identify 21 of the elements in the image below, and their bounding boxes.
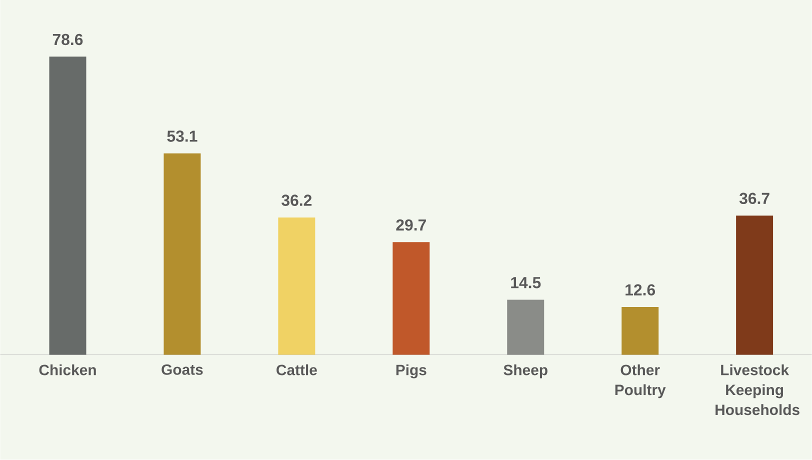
bar (49, 56, 86, 355)
data-label: 36.2 (282, 194, 312, 206)
bar (164, 153, 201, 355)
bar (736, 216, 774, 355)
data-label: 14.5 (511, 277, 541, 288)
bar (507, 300, 544, 355)
x-tick-label: Goats (162, 364, 203, 376)
x-tick-label: Chicken (39, 364, 96, 376)
bar (622, 307, 659, 355)
data-label: 12.6 (626, 284, 656, 296)
x-tick-label: Pigs (396, 364, 426, 378)
x-tick-label: Other Poultry (615, 364, 666, 398)
data-label: 78.6 (52, 34, 83, 46)
x-tick-label: Sheep (504, 364, 548, 378)
data-label: 36.7 (739, 192, 770, 204)
data-label: 53.1 (167, 130, 198, 142)
x-tick-label: Cattle (276, 364, 317, 376)
bar (392, 242, 430, 355)
bar (278, 218, 316, 355)
data-label: 29.7 (396, 219, 426, 231)
x-tick-label: Livestock Keeping Households (716, 364, 800, 416)
